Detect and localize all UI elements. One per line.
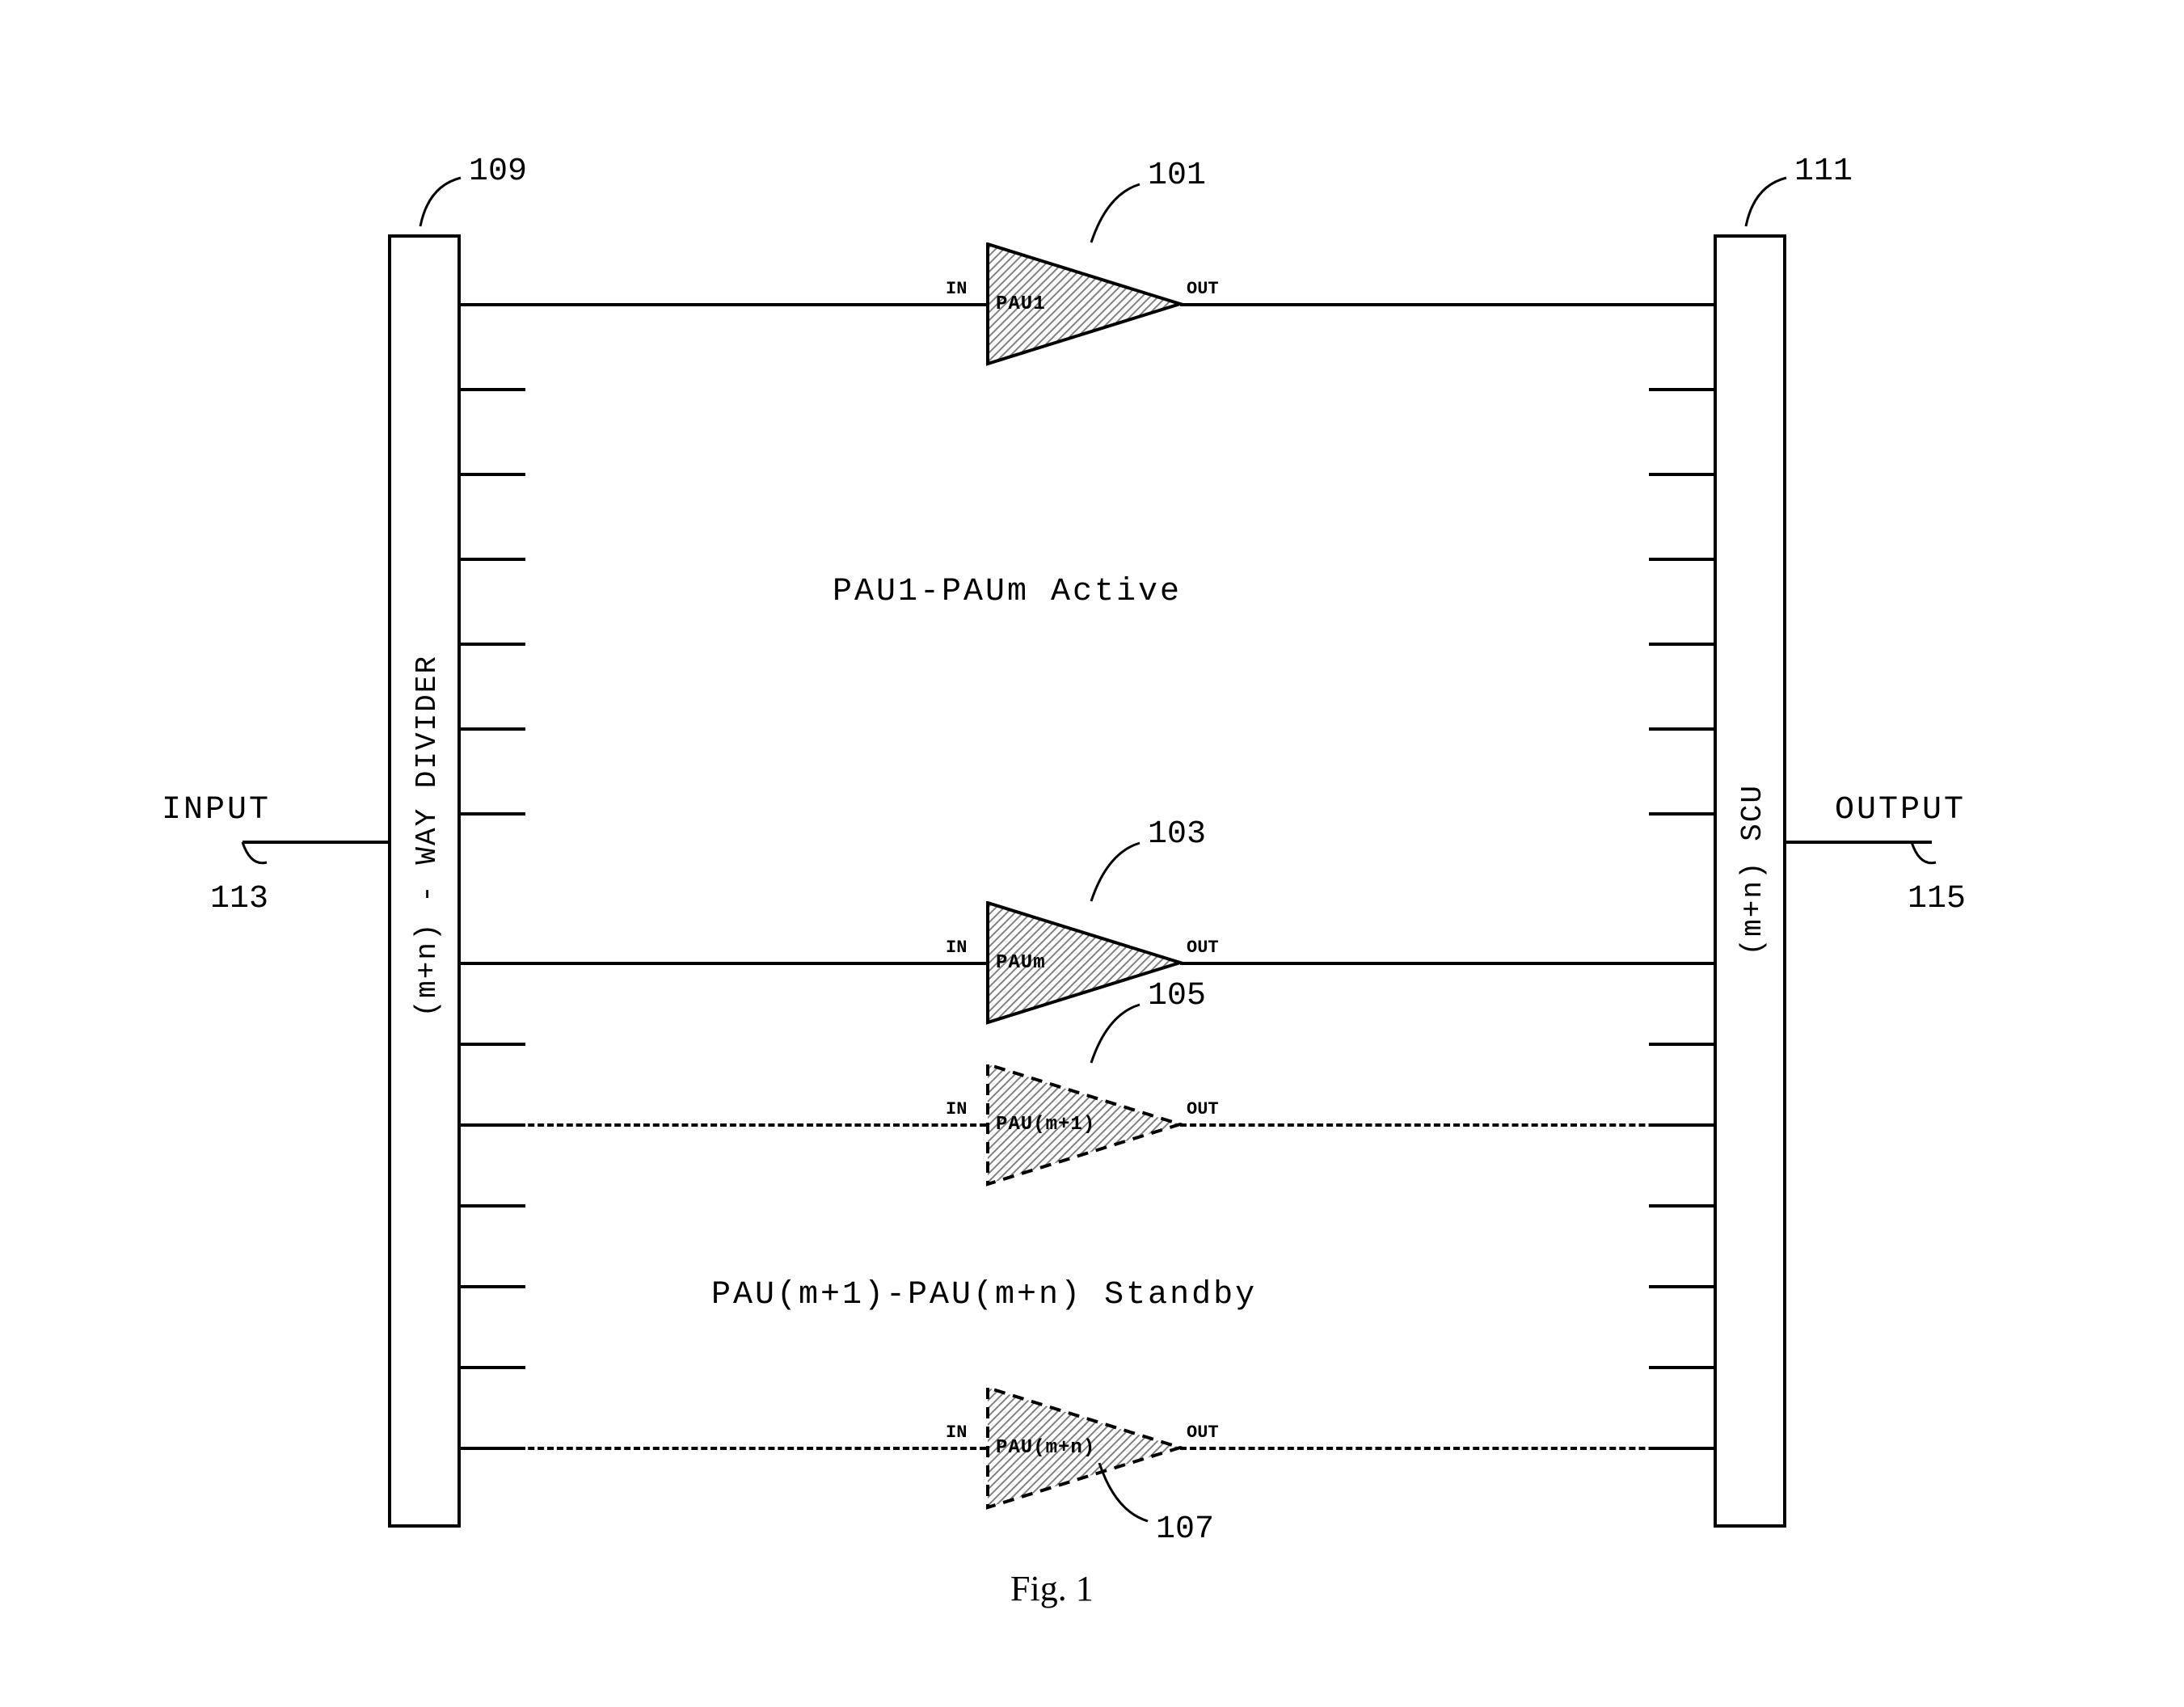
scu-stub xyxy=(1649,558,1714,561)
divider-label: (m+n) - WAY DIVIDER xyxy=(411,655,444,1017)
divider-stub xyxy=(461,1204,525,1208)
port-in: IN xyxy=(946,1099,967,1119)
scu-stub xyxy=(1649,1285,1714,1288)
callout-107: 107 xyxy=(1156,1511,1214,1548)
callout-115: 115 xyxy=(1908,881,1966,917)
scu-stub xyxy=(1649,1043,1714,1046)
port-out: OUT xyxy=(1187,1099,1219,1119)
output-label: OUTPUT xyxy=(1835,792,1966,828)
callout-103: 103 xyxy=(1148,816,1206,853)
amp-label: PAU(m+n) xyxy=(996,1437,1095,1459)
lane-line-right xyxy=(1180,1447,1714,1450)
port-out: OUT xyxy=(1187,938,1219,958)
port-in: IN xyxy=(946,279,967,299)
divider-stub xyxy=(461,558,525,561)
callout-113: 113 xyxy=(210,881,268,917)
lane-line-left xyxy=(461,962,986,965)
divider-stub xyxy=(461,388,525,391)
scu-stub xyxy=(1649,473,1714,476)
callout-109: 109 xyxy=(469,154,527,190)
scu-stub xyxy=(1649,812,1714,816)
region-active: PAU1-PAUm Active xyxy=(833,574,1182,610)
divider-stub xyxy=(461,812,525,816)
divider-stub xyxy=(461,1285,525,1288)
lane-line-right xyxy=(1180,303,1714,306)
callout-111: 111 xyxy=(1794,154,1853,190)
scu-stub xyxy=(1649,643,1714,646)
lane-line-right xyxy=(1180,1123,1714,1127)
port-out: OUT xyxy=(1187,1422,1219,1443)
scu-stub xyxy=(1649,1366,1714,1369)
scu-stub xyxy=(1649,727,1714,731)
scu-label: (m+n) SCU xyxy=(1736,784,1769,955)
port-in: IN xyxy=(946,1422,967,1443)
lane-line-left xyxy=(461,1447,986,1450)
region-standby: PAU(m+1)-PAU(m+n) Standby xyxy=(711,1277,1257,1313)
lane-line-right xyxy=(1180,962,1714,965)
port-in: IN xyxy=(946,938,967,958)
amp-label: PAU(m+1) xyxy=(996,1114,1095,1136)
divider-stub xyxy=(461,727,525,731)
scu-stub xyxy=(1649,388,1714,391)
divider-stub xyxy=(461,1366,525,1369)
callout-101: 101 xyxy=(1148,158,1206,194)
amp-label: PAUm xyxy=(996,952,1046,974)
input-label: INPUT xyxy=(162,792,271,828)
lane-line-left xyxy=(461,303,986,306)
lane-line-left xyxy=(461,1123,986,1127)
scu-stub xyxy=(1649,1204,1714,1208)
callout-105: 105 xyxy=(1148,978,1206,1014)
divider-stub xyxy=(461,473,525,476)
port-out: OUT xyxy=(1187,279,1219,299)
amp-label: PAU1 xyxy=(996,293,1046,315)
divider-stub xyxy=(461,1043,525,1046)
figure-label: Fig. 1 xyxy=(1010,1568,1094,1609)
divider-stub xyxy=(461,643,525,646)
